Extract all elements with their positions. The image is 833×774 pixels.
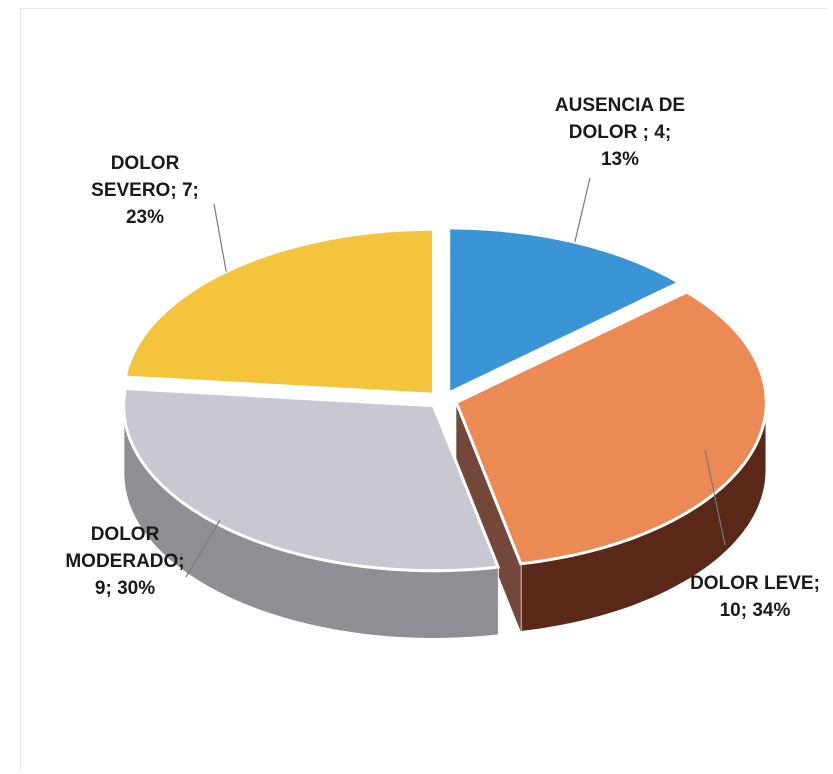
leader-line-moderado (185, 519, 221, 578)
slice-label-ausencia: AUSENCIA DE DOLOR ; 4; 13% (554, 95, 686, 170)
chart-frame (20, 8, 828, 770)
slice-label-moderado: DOLOR MODERADO; 9; 30% (65, 524, 185, 599)
slice-top-leve (454, 290, 768, 566)
slice-wall-leve (456, 402, 521, 632)
slice-top-severo (123, 227, 436, 396)
slice-label-leve: DOLOR LEVE; 10; 34% (690, 573, 820, 621)
slice-top-moderado (122, 386, 501, 573)
leader-line-severo (213, 203, 227, 272)
leader-line-ausencia (574, 177, 591, 243)
slice-label-severo: DOLOR SEVERO; 7; 23% (91, 153, 199, 228)
leader-line-leve (704, 449, 726, 546)
